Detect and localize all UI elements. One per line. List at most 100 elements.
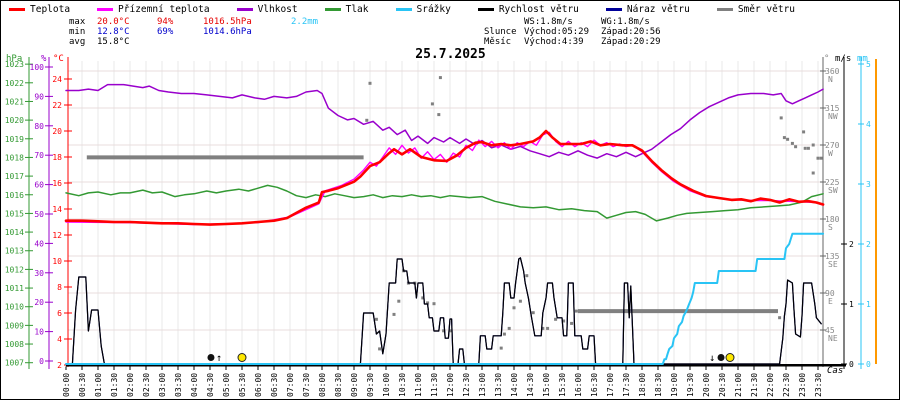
svg-text:14:30: 14:30	[526, 373, 535, 397]
time-axis-label: Čas	[827, 366, 844, 376]
stats-min-row: min 12.8°C 69% 1014.6hPa	[69, 27, 318, 37]
svg-text:20: 20	[52, 127, 62, 136]
svg-text:2: 2	[57, 361, 62, 370]
svg-text:1: 1	[849, 300, 854, 309]
svg-text:hPa: hPa	[6, 54, 22, 64]
svg-text:06:00: 06:00	[254, 373, 263, 397]
legend: Teplota Přízemní teplota Vlhkost Tlak Srážky…	[9, 4, 795, 15]
svg-text:70: 70	[34, 151, 44, 160]
svg-text:14: 14	[52, 205, 62, 214]
svg-text:360: 360	[825, 67, 840, 76]
min-label: min	[69, 27, 86, 37]
legend-swatch-prizemni-teplota	[97, 8, 114, 11]
svg-text:07:30: 07:30	[302, 373, 311, 397]
legend-label: Směr větru	[737, 4, 796, 15]
sun-rise-dot-icon	[237, 353, 247, 362]
moon-rise-arrow-icon: ↑	[216, 353, 222, 364]
svg-text:20:00: 20:00	[702, 373, 711, 397]
svg-text:17:00: 17:00	[606, 373, 615, 397]
svg-text:12: 12	[52, 231, 62, 240]
svg-text:14:00: 14:00	[510, 373, 519, 397]
rain-total: 2.2mm	[291, 17, 319, 27]
svg-text:20:30: 20:30	[718, 373, 727, 397]
svg-text:19:30: 19:30	[686, 373, 695, 397]
wind-speed-max: WS:1.8m/s	[524, 17, 573, 27]
svg-text:23:00: 23:00	[798, 373, 807, 397]
svg-text:12:00: 12:00	[446, 373, 455, 397]
svg-text:02:00: 02:00	[126, 373, 135, 397]
sun-set-dot-icon	[725, 353, 735, 362]
svg-text:07:00: 07:00	[286, 373, 295, 397]
moon-rise-dot-icon	[207, 354, 215, 361]
legend-item-smer-vetru: Směr větru	[716, 4, 796, 15]
svg-text:90: 90	[825, 289, 835, 298]
legend-swatch-srazky	[395, 8, 412, 11]
svg-text:08:30: 08:30	[334, 373, 343, 397]
svg-text:1013: 1013	[5, 247, 24, 256]
legend-item-rychlost-vetru: Rychlost větru	[477, 4, 579, 15]
svg-text:1: 1	[866, 300, 871, 309]
svg-text:40: 40	[34, 239, 44, 248]
svg-text:13:00: 13:00	[478, 373, 487, 397]
legend-label: Teplota	[30, 4, 71, 15]
svg-text:12:30: 12:30	[462, 373, 471, 397]
svg-text:50: 50	[34, 210, 44, 219]
svg-text:15:00: 15:00	[542, 373, 551, 397]
svg-text:1014: 1014	[5, 228, 24, 237]
moon-set-arrow-icon: ↓	[709, 353, 715, 364]
stats-avg-row: avg 15.8°C	[69, 37, 318, 47]
svg-text:02:30: 02:30	[142, 373, 151, 397]
moonset-time: Západ:20:29	[601, 37, 661, 47]
moon-row: Měsíc Východ:4:39 Západ:20:29	[484, 37, 661, 47]
legend-swatch-vlhkost	[236, 8, 253, 11]
moon-set-dot-icon	[717, 354, 725, 361]
svg-text:E: E	[828, 297, 833, 306]
legend-item-vlhkost: Vlhkost	[236, 4, 298, 15]
legend-swatch-teplota	[9, 8, 25, 11]
sun-label: Slunce	[484, 27, 517, 37]
series-ground_temperature	[65, 131, 824, 226]
svg-text:04:00: 04:00	[190, 373, 199, 397]
svg-text:225: 225	[825, 178, 840, 187]
svg-text:05:00: 05:00	[222, 373, 231, 397]
legend-item-tlak: Tlak	[324, 4, 369, 15]
sunset-time: Západ:20:56	[601, 27, 661, 37]
avg-label: avg	[69, 37, 86, 47]
svg-text:09:00: 09:00	[350, 373, 359, 397]
svg-text:30: 30	[34, 269, 44, 278]
svg-text:09:30: 09:30	[366, 373, 375, 397]
svg-text:1017: 1017	[5, 172, 24, 181]
legend-swatch-rychlost-vetru	[477, 8, 494, 11]
svg-text:1007: 1007	[5, 359, 24, 368]
humidity-max: 94%	[157, 17, 174, 27]
pressure-max: 1016.5hPa	[203, 17, 252, 27]
svg-text:03:30: 03:30	[174, 373, 183, 397]
svg-text:1020: 1020	[5, 116, 24, 125]
svg-text:1010: 1010	[5, 303, 24, 312]
svg-text:5: 5	[866, 60, 871, 69]
svg-text:NW: NW	[828, 112, 838, 121]
svg-text:2: 2	[849, 240, 854, 249]
svg-text:18:30: 18:30	[654, 373, 663, 397]
svg-text:8: 8	[57, 283, 62, 292]
pressure-min: 1014.6hPa	[203, 27, 252, 37]
series-pressure	[65, 184, 824, 222]
svg-text:1021: 1021	[5, 97, 24, 106]
svg-text:22:00: 22:00	[766, 373, 775, 397]
legend-label: Tlak	[345, 4, 369, 15]
svg-text:SW: SW	[828, 186, 838, 195]
moonrise-time: Východ:4:39	[524, 37, 584, 47]
legend-label: Rychlost větru	[498, 4, 579, 15]
svg-text:0: 0	[866, 360, 871, 369]
stats-max-row: max 20.0°C 94% 1016.5hPa 2.2mm	[69, 17, 318, 27]
svg-text:0: 0	[39, 357, 44, 366]
svg-text:00:30: 00:30	[78, 373, 87, 397]
svg-text:2: 2	[866, 240, 871, 249]
svg-text:1009: 1009	[5, 321, 24, 330]
svg-text:17:30: 17:30	[622, 373, 631, 397]
svg-text:90: 90	[34, 92, 44, 101]
svg-text:18:00: 18:00	[638, 373, 647, 397]
legend-label: Náraz větru	[626, 4, 690, 15]
